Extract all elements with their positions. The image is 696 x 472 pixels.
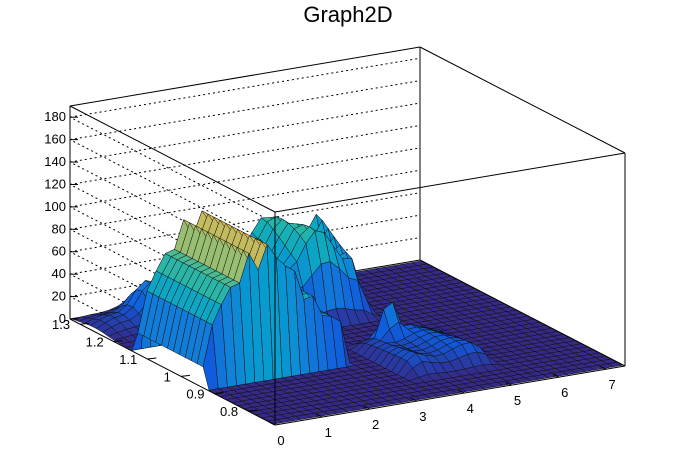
y-tick-label-2: 1 <box>164 369 171 384</box>
z-grid-back-5 <box>69 147 421 208</box>
y-tick-label-1: 0.9 <box>186 387 204 402</box>
z-grid-back-8 <box>69 80 421 141</box>
surface-mesh <box>71 210 624 425</box>
z-tick-label-9: 180 <box>44 109 66 124</box>
y-tick-5 <box>80 322 90 325</box>
x-tick-7 <box>599 365 607 370</box>
x-tick-0 <box>268 421 276 426</box>
left-top-edge <box>69 105 276 213</box>
z-grid-left-7 <box>69 161 276 269</box>
x-axis: 0 1 2 3 4 5 6 7 <box>268 365 616 448</box>
x-tick-label-7: 7 <box>608 377 615 392</box>
y-tick-0 <box>248 409 258 412</box>
z-grid-back-6 <box>69 124 421 185</box>
chart-title: Graph2D <box>303 2 393 27</box>
z-tick-label-7: 140 <box>44 154 66 169</box>
x-tick-6 <box>552 373 560 378</box>
right-top-edge <box>419 46 626 154</box>
x-tick-label-5: 5 <box>514 393 521 408</box>
z-grid-back-1 <box>69 237 421 298</box>
x-tick-label-2: 2 <box>372 417 379 432</box>
z-grid-back-9 <box>69 57 421 118</box>
z-tick-label-0: 0 <box>59 311 66 326</box>
z-tick-label-5: 100 <box>44 199 66 214</box>
x-tick-label-4: 4 <box>467 401 474 416</box>
y-tick-label-0: 0.8 <box>220 404 238 419</box>
z-grid-back-2 <box>69 214 421 275</box>
z-grid-back-4 <box>69 169 421 230</box>
y-tick-label-5: 1.3 <box>52 317 70 332</box>
z-axis: 0 20 40 60 80 100 120 140 160 180 <box>44 106 78 326</box>
y-tick-3 <box>147 357 157 360</box>
z-grid-back-3 <box>69 192 421 253</box>
z-tick-label-3: 60 <box>52 244 66 259</box>
y-axis: 0.8 0.9 1 1.1 1.2 1.3 <box>52 317 258 419</box>
y-tick-2 <box>180 374 190 377</box>
z-grid-back-7 <box>69 102 421 163</box>
z-tick-label-8: 160 <box>44 132 66 147</box>
z-tick-label-4: 80 <box>52 221 66 236</box>
z-grid-left-9 <box>69 116 276 224</box>
x-tick-label-1: 1 <box>325 425 332 440</box>
front-top-edge <box>274 152 626 213</box>
y-tick-1 <box>214 392 224 395</box>
x-tick-3 <box>410 397 418 402</box>
x-tick-label-3: 3 <box>419 409 426 424</box>
x-tick-1 <box>316 413 323 418</box>
z-tick-label-2: 40 <box>52 266 66 281</box>
x-tick-4 <box>457 389 465 394</box>
left-bottom-edge <box>69 318 276 426</box>
y-tick-label-3: 1.1 <box>119 352 137 367</box>
z-grid-left-6 <box>69 184 276 291</box>
x-tick-label-0: 0 <box>277 433 284 448</box>
x-tick-label-6: 6 <box>561 385 568 400</box>
front-frame <box>274 152 626 425</box>
z-grid-left-8 <box>69 139 276 247</box>
front-bottom-edge <box>274 365 626 426</box>
back-top-edge <box>69 46 421 107</box>
right-bottom-edge <box>419 259 626 367</box>
x-tick-5 <box>505 381 512 386</box>
y-tick-label-4: 1.2 <box>86 335 104 350</box>
y-tick-4 <box>113 340 123 343</box>
surface-cell <box>606 361 624 368</box>
x-tick-2 <box>363 405 370 410</box>
z-tick-label-6: 120 <box>44 176 66 191</box>
z-tick-label-1: 20 <box>52 289 66 304</box>
